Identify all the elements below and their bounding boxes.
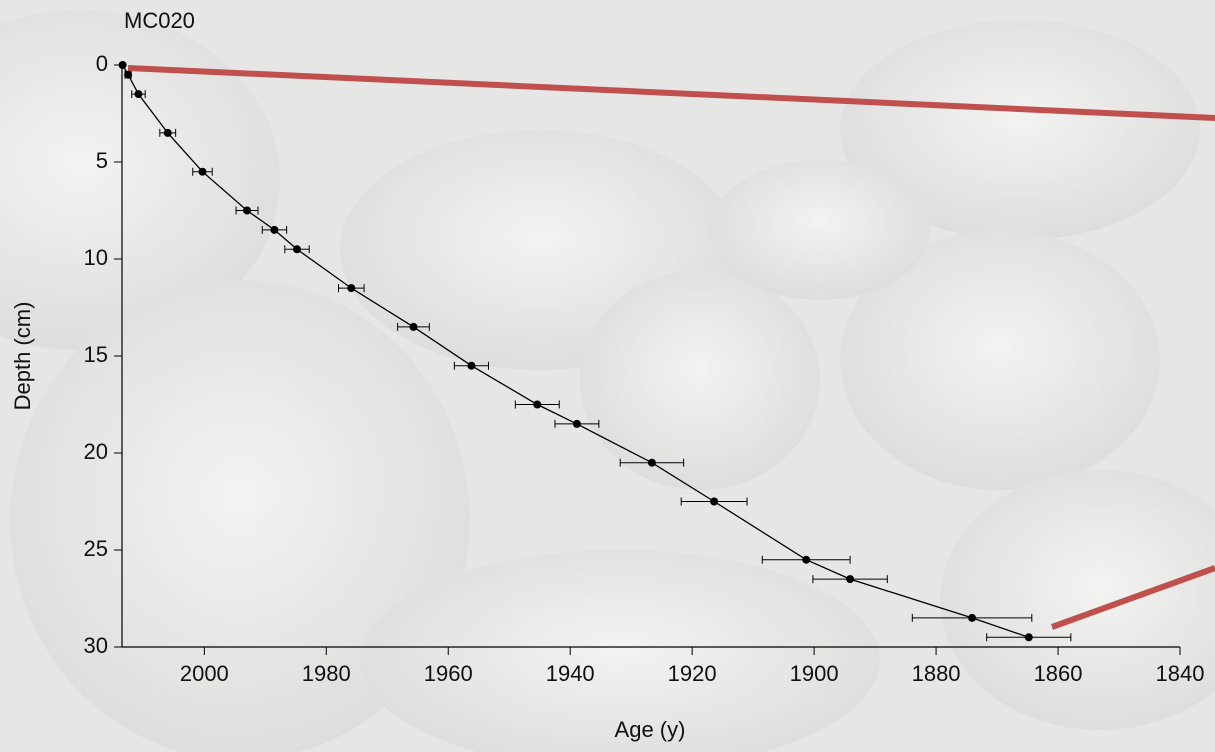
point — [467, 362, 475, 370]
x-axis-label: Age (y) — [615, 717, 686, 742]
point — [573, 420, 581, 428]
y-tick-label: 5 — [96, 148, 108, 173]
point — [293, 245, 301, 253]
point — [164, 129, 172, 137]
point — [243, 207, 251, 215]
x-tick-label: 1960 — [424, 661, 473, 686]
point — [968, 614, 976, 622]
point — [846, 575, 854, 583]
point — [134, 90, 142, 98]
x-tick-label: 1920 — [668, 661, 717, 686]
point — [533, 401, 541, 409]
y-tick-label: 10 — [84, 245, 108, 270]
x-tick-label: 1940 — [546, 661, 595, 686]
y-tick-label: 20 — [84, 439, 108, 464]
point — [648, 459, 656, 467]
point — [710, 498, 718, 506]
y-tick-label: 25 — [84, 536, 108, 561]
x-tick-label: 1980 — [302, 661, 351, 686]
point — [124, 71, 132, 79]
x-tick-label: 2000 — [180, 661, 229, 686]
y-axis-label: Depth (cm) — [10, 302, 35, 411]
y-tick-label: 30 — [84, 633, 108, 658]
overlay — [0, 0, 1215, 752]
x-tick-label: 1880 — [912, 661, 961, 686]
x-tick-label: 1840 — [1156, 661, 1205, 686]
point — [802, 556, 810, 564]
point — [198, 168, 206, 176]
y-tick-label: 15 — [84, 342, 108, 367]
x-tick-label: 1860 — [1034, 661, 1083, 686]
chart-title: MC020 — [124, 8, 195, 33]
point — [409, 323, 417, 331]
point — [119, 61, 127, 69]
x-tick-label: 1900 — [790, 661, 839, 686]
point — [270, 226, 278, 234]
chart: MC020 Age (y) Depth (cm) 0 5 10 15 20 25 30 200… — [0, 0, 1215, 752]
y-tick-label: 0 — [96, 51, 108, 76]
point — [1025, 633, 1033, 641]
point — [347, 284, 355, 292]
